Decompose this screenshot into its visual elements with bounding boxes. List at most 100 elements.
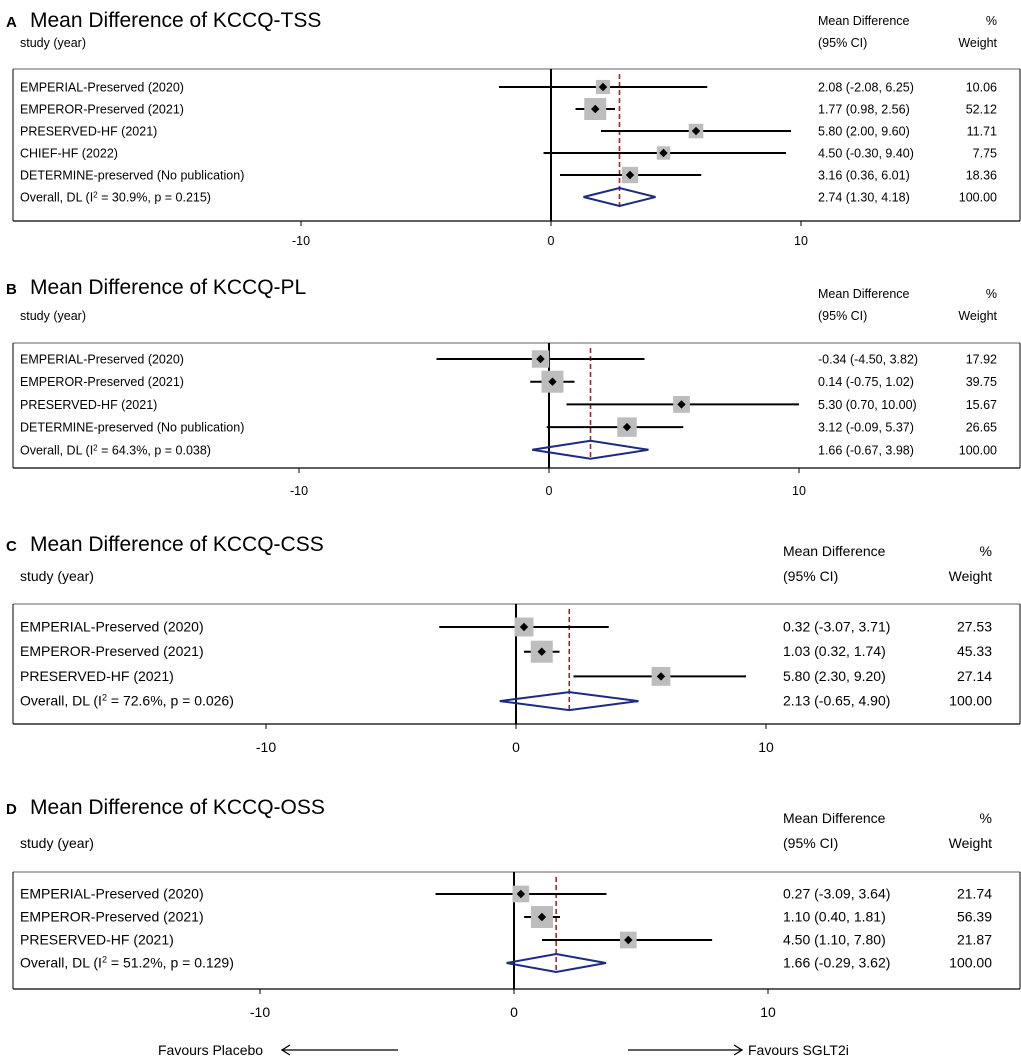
study-weight: 10.06 [966, 81, 997, 95]
overall-diamond [583, 186, 656, 208]
study-ci-text: 5.80 (2.00, 9.60) [818, 125, 910, 139]
x-tick-label: -10 [256, 739, 276, 755]
x-tick-label: 0 [546, 484, 553, 498]
study-weight: 18.36 [966, 169, 997, 183]
header-study-year: study (year) [20, 568, 94, 584]
study-weight: 26.65 [966, 421, 997, 435]
header-mean-difference: Mean Difference [783, 810, 886, 826]
header-weight: Weight [958, 36, 997, 50]
overall-weight: 100.00 [949, 693, 992, 709]
x-tick-label: 10 [792, 484, 806, 498]
forest-panel-a: A Mean Difference of KCCQ-TSS Mean Differe… [6, 9, 1021, 248]
study-point [656, 672, 666, 681]
header-95-ci: (95% CI) [783, 835, 838, 851]
study-ci-text: 3.16 (0.36, 6.01) [818, 169, 910, 183]
study-point [537, 912, 547, 922]
study-label: PRESERVED-HF (2021) [20, 932, 174, 948]
favours-footer: Favours Placebo Favours SGLT2i [158, 1042, 849, 1058]
x-tick-label: 0 [510, 1004, 518, 1020]
header-percent: % [980, 543, 992, 559]
study-point [659, 148, 668, 158]
panel-label: B [6, 281, 17, 298]
header-weight: Weight [949, 835, 992, 851]
x-tick-label: 0 [512, 739, 520, 755]
study-weight: 17.92 [966, 353, 997, 367]
header-study-year: study (year) [20, 309, 86, 323]
forest-panel-b: B Mean Difference of KCCQ-PL Mean Differen… [6, 276, 1021, 498]
study-weight: 27.53 [957, 619, 992, 635]
header-mean-difference: Mean Difference [818, 14, 910, 28]
x-tick-label: 10 [794, 234, 808, 248]
header-weight: Weight [958, 309, 997, 323]
study-ci-text: -0.34 (-4.50, 3.82) [818, 353, 918, 367]
study-label: DETERMINE-preserved (No publication) [20, 421, 244, 435]
study-weight: 21.74 [957, 886, 992, 902]
panel-title: Mean Difference of KCCQ-PL [30, 276, 306, 299]
study-label: EMPERIAL-Preserved (2020) [20, 619, 204, 635]
overall-ci-text: 2.13 (-0.65, 4.90) [783, 693, 890, 709]
x-tick-label: -10 [290, 484, 308, 498]
panel-title: Mean Difference of KCCQ-OSS [30, 796, 325, 819]
overall-weight: 100.00 [959, 191, 997, 205]
study-point [598, 82, 608, 92]
study-ci-text: 0.32 (-3.07, 3.71) [783, 619, 890, 635]
header-mean-difference: Mean Difference [818, 287, 910, 301]
overall-label: Overall, DL (I2 = 64.3%, p = 0.038) [20, 443, 211, 458]
favours-sglt2i-label: Favours SGLT2i [748, 1042, 849, 1058]
study-weight: 7.75 [973, 147, 997, 161]
header-study-year: study (year) [20, 36, 86, 50]
x-tick-label: 10 [758, 739, 774, 755]
overall-weight: 100.00 [949, 955, 992, 971]
study-ci-text: 3.12 (-0.09, 5.37) [818, 421, 914, 435]
x-tick-label: -10 [292, 234, 310, 248]
x-tick-label: 10 [760, 1004, 776, 1020]
study-point [591, 104, 600, 114]
panel-label: C [6, 538, 17, 555]
study-label: PRESERVED-HF (2021) [20, 125, 157, 139]
study-weight: 11.71 [967, 125, 997, 139]
study-point [622, 422, 632, 432]
study-ci-text: 5.30 (0.70, 10.00) [818, 398, 917, 412]
overall-ci-text: 1.66 (-0.67, 3.98) [818, 443, 914, 457]
header-mean-difference: Mean Difference [783, 543, 886, 559]
x-tick-label: -10 [250, 1004, 270, 1020]
study-point [536, 354, 545, 364]
forest-panel-c: C Mean Difference of KCCQ-CSS Mean Differe… [6, 533, 1021, 755]
header-percent: % [986, 287, 997, 301]
study-label: EMPEROR-Preserved (2021) [20, 103, 184, 117]
panel-label: A [6, 14, 17, 31]
overall-diamond [499, 691, 639, 712]
header-weight: Weight [949, 568, 992, 584]
study-weight: 45.33 [957, 643, 992, 659]
study-point [624, 935, 633, 945]
forest-panel-d: D Mean Difference of KCCQ-OSS Mean Differe… [6, 796, 1021, 1020]
panel-title: Mean Difference of KCCQ-CSS [30, 533, 324, 556]
study-label: EMPEROR-Preserved (2021) [20, 375, 184, 389]
study-ci-text: 1.03 (0.32, 1.74) [783, 643, 886, 659]
study-point [625, 170, 635, 180]
study-weight: 15.67 [966, 398, 997, 412]
right-arrowhead [733, 1044, 744, 1056]
study-ci-text: 1.77 (0.98, 2.56) [818, 103, 910, 117]
study-label: PRESERVED-HF (2021) [20, 668, 174, 684]
study-ci-text: 0.27 (-3.09, 3.64) [783, 886, 890, 902]
favours-placebo-label: Favours Placebo [158, 1042, 263, 1058]
study-label: EMPEROR-Preserved (2021) [20, 643, 204, 659]
study-label: EMPERIAL-Preserved (2020) [20, 886, 204, 902]
study-point [519, 622, 529, 632]
study-weight: 39.75 [966, 375, 997, 389]
study-ci-text: 2.08 (-2.08, 6.25) [818, 81, 914, 95]
study-weight: 27.14 [957, 668, 992, 684]
study-point [548, 377, 557, 386]
study-ci-text: 1.10 (0.40, 1.81) [783, 909, 886, 925]
overall-weight: 100.00 [959, 443, 997, 457]
study-label: EMPERIAL-Preserved (2020) [20, 81, 184, 95]
study-label: EMPERIAL-Preserved (2020) [20, 353, 184, 367]
study-weight: 56.39 [957, 909, 992, 925]
study-point [691, 126, 701, 136]
x-tick-label: 0 [548, 234, 555, 248]
overall-label: Overall, DL (I2 = 30.9%, p = 0.215) [20, 190, 211, 205]
study-point [677, 400, 686, 409]
overall-diamond [506, 952, 607, 974]
